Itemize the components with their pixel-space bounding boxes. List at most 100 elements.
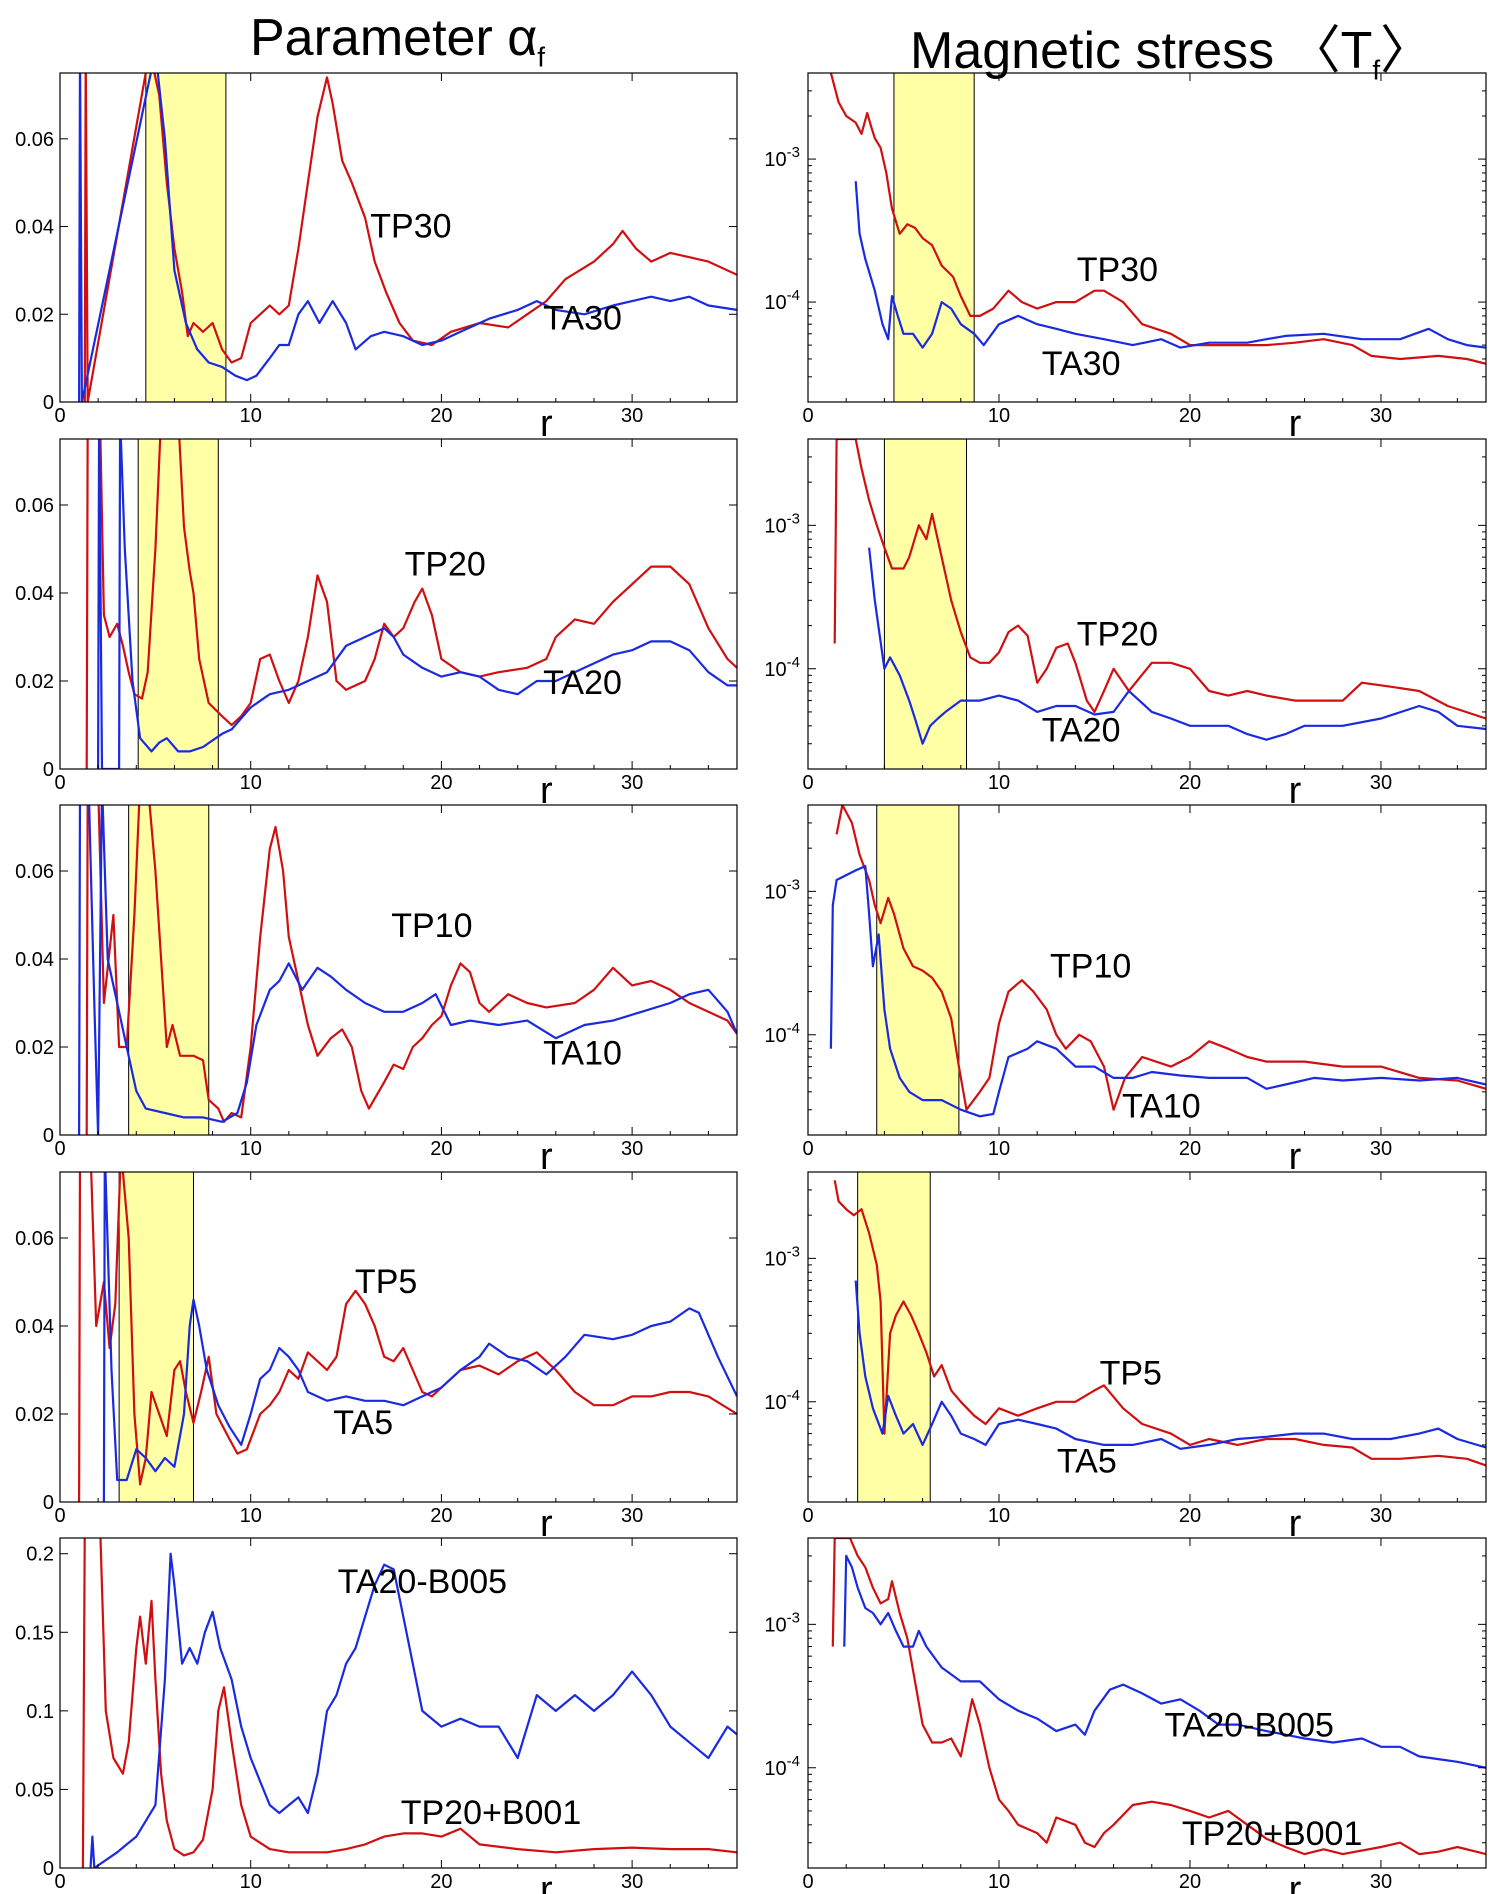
series-label-TP30: TP30 <box>370 208 451 246</box>
left-column-title: Parameter αf <box>250 8 545 73</box>
x-tick-label: 0 <box>54 772 65 794</box>
x-tick-label: 30 <box>1370 405 1392 427</box>
y-tick-label-exponent: -3 <box>787 144 800 161</box>
highlight-band <box>876 804 960 1136</box>
series-label-TA10: TA10 <box>1122 1087 1201 1125</box>
x-axis-label: r <box>540 403 553 445</box>
plot-frame <box>807 1171 1487 1503</box>
series-label-TA10: TA10 <box>543 1035 622 1073</box>
series-label-TP10: TP10 <box>1050 948 1131 986</box>
y-tick-label-base: 10 <box>764 1758 786 1780</box>
x-tick-label: 0 <box>802 405 813 427</box>
plot-frame <box>807 438 1487 770</box>
y-tick-label-exponent: -4 <box>787 287 800 304</box>
right-title-bracket: 〉 <box>1380 22 1433 80</box>
right-column-title: Magnetic stress 〈Tf〉 <box>910 8 1432 86</box>
x-tick-label: 10 <box>988 1871 1010 1893</box>
y-tick-label: 0.02 <box>15 1404 54 1426</box>
plot-frame <box>59 438 738 770</box>
x-tick-label: 30 <box>621 1871 643 1893</box>
plot-frame <box>807 1537 1487 1869</box>
x-tick-label: 20 <box>1179 772 1201 794</box>
x-tick-label: 10 <box>240 1138 262 1160</box>
x-tick-label: 10 <box>240 772 262 794</box>
series-line-TA20 <box>97 439 737 769</box>
plot-frame <box>59 804 738 1136</box>
x-axis-label: r <box>1289 1136 1302 1178</box>
y-tick-label: 0.06 <box>15 1228 54 1250</box>
x-tick-label: 20 <box>1179 405 1201 427</box>
series-label-TP20+B001: TP20+B001 <box>401 1794 582 1832</box>
x-tick-label: 10 <box>240 1505 262 1527</box>
series-label-TA30: TA30 <box>1042 345 1121 383</box>
x-tick-label: 10 <box>988 405 1010 427</box>
series-line-TA10 <box>78 805 737 1135</box>
y-tick-label-base: 10 <box>764 515 786 537</box>
x-axis-label: r <box>1289 1503 1302 1545</box>
series-label-TA30: TA30 <box>543 300 622 338</box>
y-tick-label: 0.06 <box>15 129 54 151</box>
y-tick-label: 0 <box>43 392 54 414</box>
x-tick-label: 20 <box>430 1871 452 1893</box>
series-label-TP20+B001: TP20+B001 <box>1182 1815 1363 1853</box>
panel-left-2: 0 10 20 30 r 0 0.02 0.04 0.06 TP10 TA10 <box>15 804 738 1178</box>
highlight-band <box>883 438 968 770</box>
series-label-TA20-B005: TA20-B005 <box>1164 1707 1333 1745</box>
panel-left-1: 0 10 20 30 r 0 0.02 0.04 0.06 TP20 TA20 <box>15 438 738 812</box>
series-label-TA20-B005: TA20-B005 <box>338 1563 507 1601</box>
y-tick-label-base: 10 <box>764 1248 786 1270</box>
y-tick-label: 10-4 <box>764 287 800 314</box>
y-tick-label: 10-3 <box>764 1243 800 1270</box>
y-tick-label: 10-3 <box>764 510 800 537</box>
panel-left-0: 0 10 20 30 r 0 0.02 0.04 0.06 TP30 TA30 <box>15 72 738 445</box>
series-line-TP5 <box>78 1172 737 1502</box>
x-axis-label: r <box>1289 770 1302 812</box>
y-tick-label: 0.2 <box>26 1544 54 1566</box>
y-tick-label-base: 10 <box>764 149 786 171</box>
x-tick-label: 30 <box>1370 1138 1392 1160</box>
panel-left-4: 0 10 20 30 r 0 0.05 0.1 0.15 0.2 TA20-B005 TP20+B00… <box>15 1537 738 1894</box>
series-line-TA5 <box>102 1172 737 1502</box>
y-tick-label: 0.02 <box>15 1037 54 1059</box>
x-tick-label: 0 <box>54 1138 65 1160</box>
y-tick-label: 0.06 <box>15 495 54 517</box>
y-tick-label: 0.04 <box>15 1316 54 1338</box>
plot-frame <box>59 72 738 403</box>
right-title-text: Magnetic stress 〈T <box>910 22 1373 80</box>
series-line-TP30 <box>83 73 737 402</box>
series-line-TP20+B001 <box>831 1538 1486 1856</box>
left-title-subscript: f <box>537 41 546 73</box>
y-tick-label-base: 10 <box>764 881 786 903</box>
x-tick-label: 30 <box>621 1138 643 1160</box>
x-tick-label: 20 <box>430 405 452 427</box>
y-tick-label-base: 10 <box>764 292 786 314</box>
y-tick-label: 0.04 <box>15 217 54 239</box>
x-tick-label: 10 <box>988 1505 1010 1527</box>
x-axis-label: r <box>540 770 553 812</box>
series-label-TA20: TA20 <box>1042 712 1121 750</box>
x-tick-label: 0 <box>802 1138 813 1160</box>
series-line-TP20 <box>833 439 1486 720</box>
series-label-TA5: TA5 <box>333 1404 393 1442</box>
series-label-TP10: TP10 <box>391 907 472 945</box>
series-line-TP5 <box>833 1180 1486 1467</box>
y-tick-label-base: 10 <box>764 1614 786 1636</box>
y-tick-label: 0.15 <box>15 1622 54 1644</box>
highlight-band <box>893 72 975 403</box>
series-label-TP20: TP20 <box>405 545 486 583</box>
x-tick-label: 30 <box>1370 1505 1392 1527</box>
y-tick-label: 0 <box>43 1492 54 1514</box>
y-tick-label-exponent: -4 <box>787 654 800 671</box>
y-tick-label: 0 <box>43 1125 54 1147</box>
y-tick-label-exponent: -4 <box>787 1387 800 1404</box>
plot-frame <box>807 72 1487 403</box>
y-tick-label-exponent: -4 <box>787 1753 800 1770</box>
left-title-text: Parameter α <box>250 9 538 67</box>
y-tick-label: 0.04 <box>15 949 54 971</box>
highlight-band <box>118 1171 194 1503</box>
y-tick-label-exponent: -4 <box>787 1020 800 1037</box>
